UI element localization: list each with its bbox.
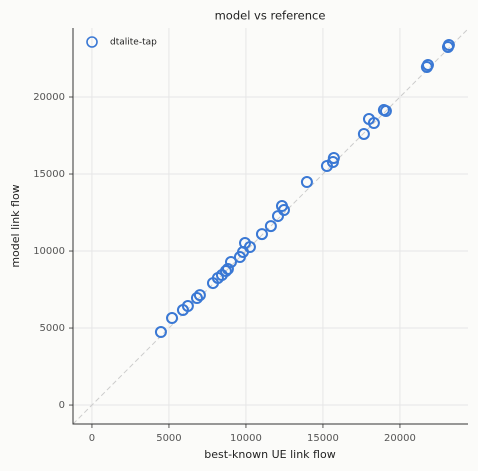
point	[243, 241, 256, 254]
point	[181, 300, 194, 313]
point	[327, 151, 340, 164]
x-tick-label: 10000	[230, 433, 262, 444]
point	[277, 204, 290, 217]
y-tick-label: 0	[59, 400, 65, 411]
y-tick-label: 20000	[33, 92, 65, 103]
point	[264, 220, 277, 233]
point	[255, 228, 268, 241]
chart-title: model vs reference	[215, 9, 326, 23]
axes	[72, 28, 468, 425]
legend-label: dtalite-tap	[110, 38, 157, 48]
x-tick-label: 20000	[384, 433, 416, 444]
point	[221, 263, 234, 276]
y-tick-label: 5000	[40, 323, 65, 334]
point	[379, 105, 392, 118]
point	[190, 292, 203, 305]
y-tick-label: 10000	[33, 246, 65, 257]
point	[193, 289, 206, 302]
identity-line	[72, 28, 469, 425]
point	[357, 127, 370, 140]
point	[367, 117, 380, 130]
point	[225, 255, 237, 268]
y-tick-label: 15000	[33, 169, 65, 180]
point	[300, 176, 313, 189]
point	[166, 312, 179, 325]
legend-marker	[86, 36, 98, 48]
x-tick-label: 0	[89, 433, 95, 444]
point	[271, 210, 284, 223]
y-axis-label: model link flow	[9, 184, 22, 267]
point	[219, 265, 232, 278]
point	[442, 38, 455, 51]
x-axis-label: best-known UE link flow	[204, 448, 335, 461]
x-tick-label: 15000	[307, 433, 339, 444]
point	[154, 326, 167, 339]
x-tick-label: 5000	[156, 433, 181, 444]
point	[421, 58, 434, 71]
